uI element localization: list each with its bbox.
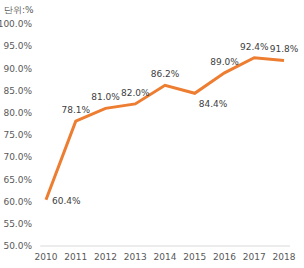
svg-text:60.0%: 60.0% xyxy=(8,197,32,207)
svg-text:95.0%: 95.0% xyxy=(8,41,32,51)
svg-text:65.0%: 65.0% xyxy=(8,175,32,185)
svg-text:70.0%: 70.0% xyxy=(8,152,32,162)
svg-text:75.0%: 75.0% xyxy=(8,130,32,140)
svg-text:2016: 2016 xyxy=(213,252,236,262)
svg-text:55.0%: 55.0% xyxy=(8,219,32,229)
svg-text:60.4%: 60.4% xyxy=(52,196,81,206)
svg-text:84.4%: 84.4% xyxy=(199,99,228,109)
svg-text:2015: 2015 xyxy=(183,252,206,262)
svg-text:78.1%: 78.1% xyxy=(61,105,90,115)
svg-text:85.0%: 85.0% xyxy=(8,86,32,96)
svg-text:90.0%: 90.0% xyxy=(8,64,32,74)
svg-text:2018: 2018 xyxy=(273,252,296,262)
svg-text:2014: 2014 xyxy=(154,252,177,262)
svg-text:2010: 2010 xyxy=(35,252,58,262)
svg-text:81.0%: 81.0% xyxy=(91,92,120,102)
svg-text:89.0%: 89.0% xyxy=(210,57,239,67)
svg-text:50.0%: 50.0% xyxy=(8,241,32,251)
svg-text:2011: 2011 xyxy=(64,252,87,262)
svg-text:92.4%: 92.4% xyxy=(240,42,269,52)
svg-text:2017: 2017 xyxy=(243,252,266,262)
svg-text:91.8%: 91.8% xyxy=(270,44,296,54)
svg-text:82.0%: 82.0% xyxy=(121,88,150,98)
html-text:단위:%: 단위:% xyxy=(4,5,34,15)
svg-text:2013: 2013 xyxy=(124,252,147,262)
svg-text:2012: 2012 xyxy=(94,252,117,262)
svg-text:86.2%: 86.2% xyxy=(151,69,180,79)
svg-text:80.0%: 80.0% xyxy=(8,108,32,118)
svg-text:100.0%: 100.0% xyxy=(8,19,32,29)
